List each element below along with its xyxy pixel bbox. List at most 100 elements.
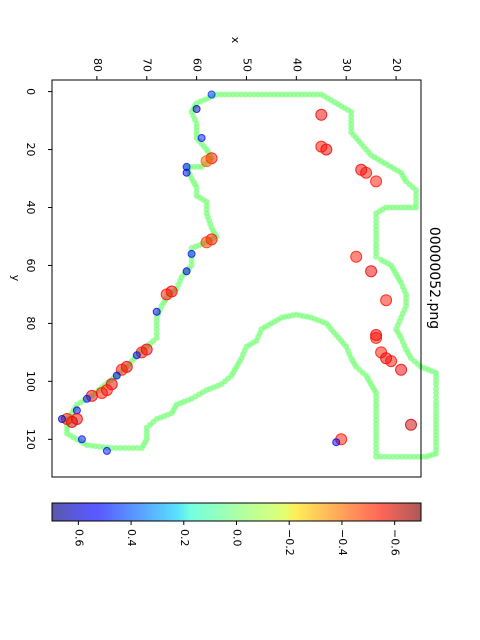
- colorbar-tick-label: 0.2: [178, 529, 191, 547]
- data-point: [350, 250, 363, 263]
- data-point: [132, 351, 141, 360]
- data-point: [82, 394, 91, 403]
- outline-point: [378, 256, 385, 263]
- data-point: [58, 415, 66, 423]
- data-point: [380, 294, 393, 307]
- outline-point: [413, 200, 419, 207]
- colorbar-tick-label: −0.4: [336, 529, 349, 556]
- data-point: [332, 438, 341, 447]
- outline-point: [373, 219, 380, 225]
- outline-point: [433, 398, 439, 405]
- outline-point: [193, 184, 200, 191]
- outline-point: [321, 93, 328, 100]
- outline-point: [413, 204, 419, 211]
- outline-point: [113, 445, 120, 451]
- data-marks: [58, 90, 439, 460]
- outline-point: [153, 330, 160, 337]
- outline-point: [234, 91, 241, 98]
- outline-point: [259, 91, 266, 98]
- data-point: [315, 140, 328, 153]
- y-tick-label: 20: [24, 143, 37, 157]
- data-point: [315, 108, 328, 121]
- x-tick-label: 30: [340, 58, 353, 72]
- x-tick-label: 80: [91, 58, 104, 72]
- x-axis-label: x: [229, 37, 242, 44]
- data-point: [200, 236, 213, 249]
- outline-point: [246, 91, 253, 98]
- outline-point: [373, 445, 380, 451]
- data-point: [187, 249, 196, 258]
- outline-point: [348, 117, 355, 124]
- data-point: [102, 446, 111, 455]
- colorbar-tick-label: −0.6: [389, 529, 402, 556]
- outline-point: [221, 91, 228, 98]
- data-point: [95, 387, 108, 399]
- outline-point: [153, 326, 160, 333]
- data-point: [182, 168, 191, 177]
- outline-point: [377, 453, 384, 460]
- outline-point: [398, 453, 405, 460]
- data-point: [385, 355, 398, 368]
- colorbar-tick-label: 0.4: [125, 529, 138, 547]
- x-axis-ticks: 20 30 40 50 60 70 80: [91, 58, 403, 80]
- data-point: [112, 371, 121, 380]
- data-point: [160, 288, 173, 301]
- outline-point: [193, 188, 200, 195]
- outline-point: [348, 113, 355, 120]
- data-point: [182, 267, 191, 276]
- data-point: [207, 90, 216, 99]
- outline-point: [238, 91, 245, 98]
- x-tick-label: 40: [290, 58, 303, 72]
- data-point: [395, 363, 408, 376]
- y-tick-label: 80: [24, 316, 37, 330]
- outline-point: [433, 385, 439, 392]
- outline-point: [217, 91, 224, 98]
- data-point: [365, 265, 378, 278]
- data-point: [197, 134, 206, 142]
- outline-point: [230, 91, 237, 98]
- outline-point: [134, 445, 141, 451]
- outline-point: [130, 445, 137, 451]
- outline-point: [373, 440, 380, 447]
- outline-point: [242, 91, 249, 98]
- y-tick-label: 120: [24, 429, 37, 450]
- outline-point: [394, 453, 401, 460]
- chart-title: 00000052.png: [426, 227, 442, 329]
- outline-point: [373, 214, 380, 221]
- outline-point: [263, 91, 270, 98]
- y-axis-label: y: [9, 275, 22, 282]
- outline-point: [125, 445, 132, 451]
- outline-point: [188, 258, 195, 265]
- y-tick-label: 0: [24, 88, 37, 95]
- outline-point: [373, 453, 380, 460]
- colorbar-tick-label: 0.6: [72, 529, 85, 547]
- outline-point: [255, 91, 262, 98]
- outline-point: [121, 445, 128, 451]
- data-point: [370, 331, 383, 344]
- outline-point: [373, 449, 380, 456]
- outline-point: [433, 394, 439, 401]
- outline-point: [117, 445, 124, 451]
- colorbar-tick-label: 0.0: [231, 529, 244, 547]
- colorbar: −0.6 −0.4 −0.2 0.0 0.2 0.4 0.6: [51, 502, 422, 556]
- y-axis-ticks: 0 20 40 60 80 100 120: [24, 88, 52, 450]
- outline-point: [433, 390, 439, 396]
- data-point: [200, 155, 213, 168]
- colorbar-ticks: −0.6 −0.4 −0.2 0.0 0.2 0.4 0.6: [72, 521, 402, 556]
- outline-point: [226, 91, 232, 98]
- x-tick-label: 70: [141, 58, 154, 72]
- y-tick-label: 40: [24, 201, 37, 215]
- x-tick-label: 20: [390, 58, 403, 72]
- outline-point: [251, 91, 257, 98]
- outline-point: [381, 453, 388, 460]
- data-point: [192, 105, 201, 113]
- outline-point: [390, 453, 397, 460]
- scatter-plot: 20 30 40 50 60 70 80 0 20 40 60 80 100 120 x y 00000…: [9, 37, 442, 478]
- outline-point: [385, 453, 392, 460]
- colorbar-gradient: [52, 503, 421, 521]
- outline-point: [188, 245, 195, 252]
- data-point: [360, 166, 373, 179]
- x-tick-label: 60: [191, 58, 204, 72]
- data-point: [405, 418, 417, 431]
